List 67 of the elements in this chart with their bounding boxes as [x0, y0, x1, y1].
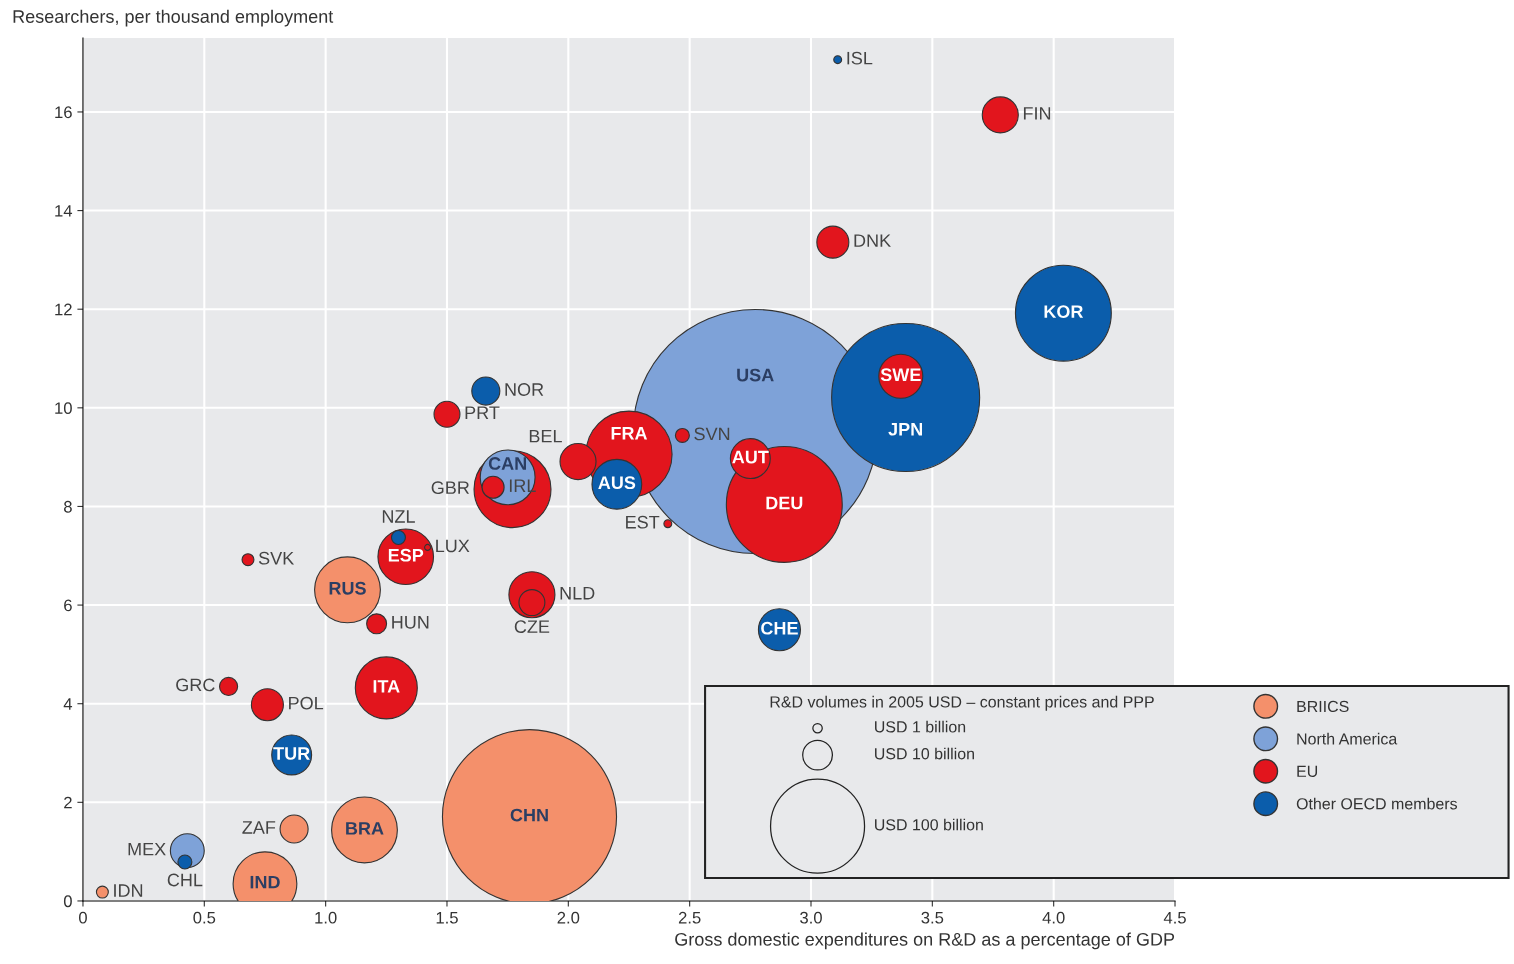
legend-label: USD 1 billion: [875, 720, 966, 733]
y-tick-label: 12: [55, 303, 72, 316]
y-tick-label: 6: [64, 599, 72, 612]
x-tick-label: 3.0: [800, 911, 822, 924]
annotation: MEX: [128, 842, 166, 856]
x-tick-label: 1.5: [436, 911, 458, 924]
annotation: TUR: [273, 747, 310, 760]
x-tick-label: 2.5: [678, 911, 701, 924]
annotation: GRC: [176, 678, 215, 692]
annotation: DNK: [854, 234, 891, 247]
annotation: AUS: [598, 476, 636, 490]
annotation: CZE: [514, 620, 550, 633]
annotation: CHL: [167, 873, 203, 887]
y-tick-label: 4: [63, 698, 73, 710]
x-tick-label: 1.0: [315, 911, 337, 924]
annotation: IND: [250, 875, 280, 889]
annotation: POL: [289, 696, 324, 710]
y-tick-label: 2: [64, 796, 72, 809]
y-tick-label: 8: [64, 500, 72, 513]
legend-title: R&D volumes in 2005 USD – constant prices and PPP: [770, 695, 1154, 711]
annotation: NZL: [382, 510, 415, 523]
annotation: SVK: [258, 551, 295, 565]
y-axis-title: Researchers, per thousand employment: [13, 9, 334, 27]
x-tick-label: 0.5: [193, 911, 216, 924]
annotation: AUT: [732, 450, 769, 464]
legend-label: Other OECD members: [1296, 797, 1458, 810]
annotation: CAN: [488, 457, 526, 470]
legend-label: USD 100 billion: [875, 818, 983, 831]
annotation: PRT: [465, 406, 500, 419]
annotation: SWE: [880, 368, 921, 382]
y-tick-label: 10: [55, 402, 72, 415]
annotation: HUN: [392, 616, 429, 629]
x-tick-label: 3.5: [921, 911, 944, 924]
x-axis-title: Gross domestic expenditures on R&D as a percentage of GDP: [675, 932, 1175, 950]
legend-label: EU: [1297, 765, 1318, 778]
annotation: DEU: [766, 496, 803, 510]
annotation: USA: [737, 368, 774, 382]
annotation: ITA: [373, 680, 400, 693]
annotation: BEL: [529, 429, 562, 443]
annotation: EST: [626, 515, 660, 529]
y-tick-label: 16: [55, 106, 72, 119]
y-tick-label: 0: [63, 895, 72, 908]
x-tick-label: 4.5: [1163, 911, 1186, 924]
annotation: GBR: [431, 481, 470, 495]
annotation: BRA: [346, 822, 384, 835]
annotation: NOR: [505, 383, 544, 396]
x-tick-label: 4.0: [1042, 911, 1065, 924]
annotation: IDN: [114, 884, 143, 897]
annotation: JPN: [888, 423, 922, 436]
annotation: ESP: [388, 548, 424, 562]
legend-label: North America: [1297, 732, 1398, 745]
annotation: CHE: [761, 621, 798, 635]
annotation: CHN: [510, 808, 548, 822]
annotation: FRA: [611, 427, 648, 440]
x-tick-label: 0: [78, 911, 87, 924]
annotation: FIN: [1023, 107, 1051, 120]
legend-label: USD 10 billion: [875, 747, 974, 760]
annotation: RUS: [329, 581, 366, 595]
x-tick-label: 2.0: [557, 911, 580, 924]
legend-label: BRIICS: [1297, 700, 1349, 713]
annotation: ZAF: [242, 821, 276, 834]
y-tick-label: 14: [55, 205, 73, 217]
annotation: ISL: [847, 51, 873, 65]
annotation: NLD: [560, 586, 595, 600]
annotation: LUX: [436, 539, 470, 553]
annotation: KOR: [1044, 305, 1084, 318]
annotation: SVN: [694, 427, 730, 441]
